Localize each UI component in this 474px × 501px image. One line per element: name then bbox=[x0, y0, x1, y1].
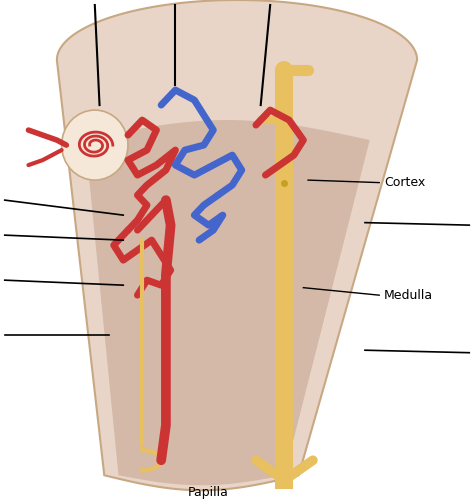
Polygon shape bbox=[85, 120, 370, 485]
Text: Papilla: Papilla bbox=[188, 486, 229, 499]
Text: Medulla: Medulla bbox=[384, 289, 433, 302]
Text: Cortex: Cortex bbox=[384, 176, 425, 189]
Circle shape bbox=[62, 110, 128, 180]
Polygon shape bbox=[57, 0, 417, 490]
